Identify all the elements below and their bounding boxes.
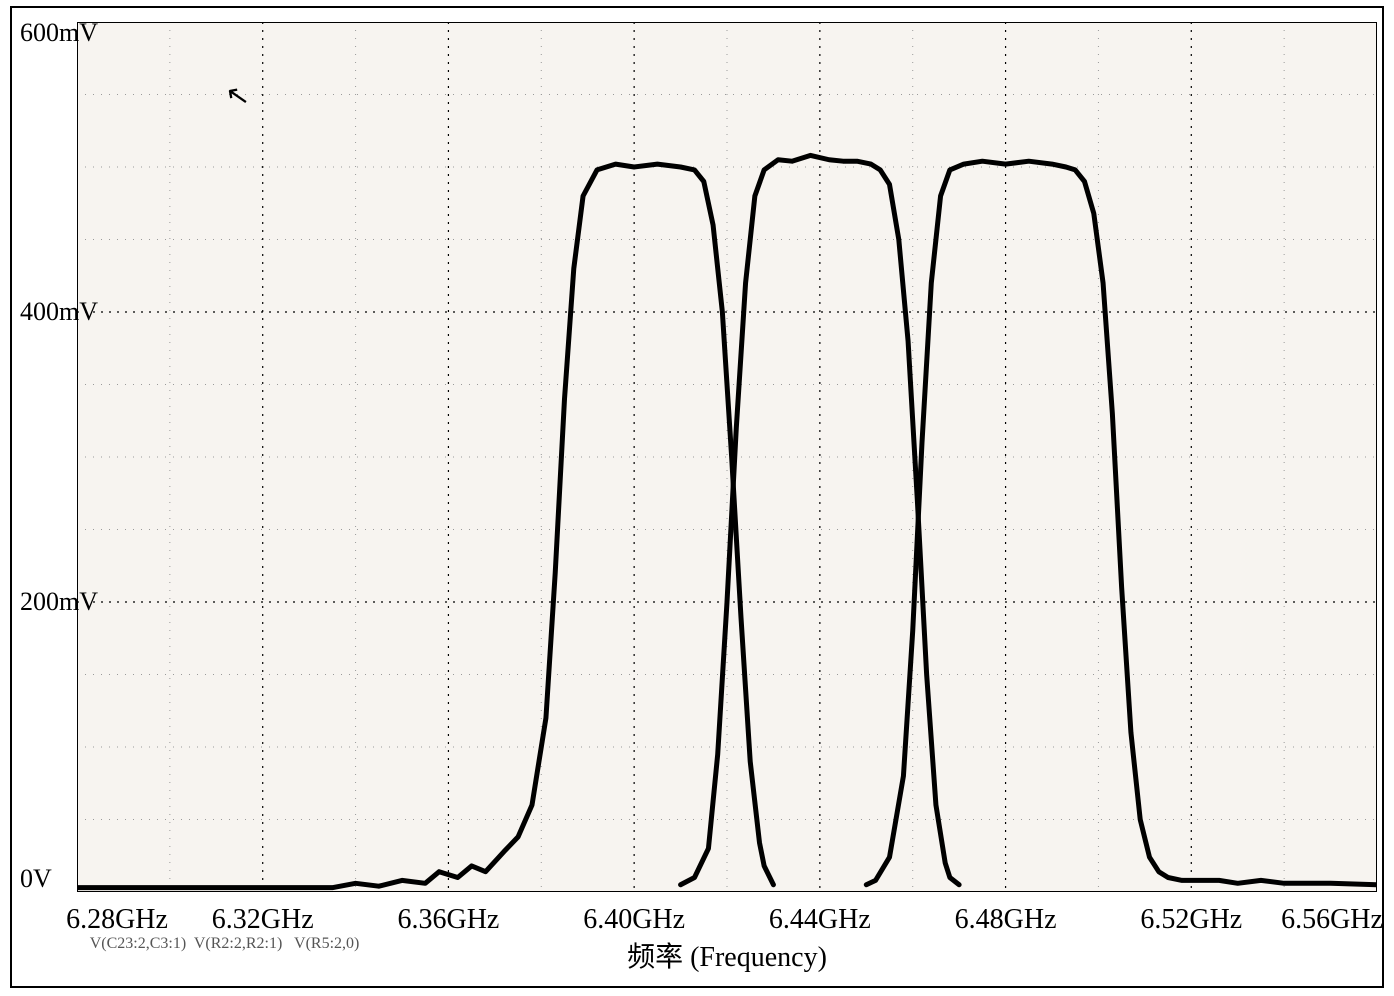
- y-tick-label: 0V: [20, 866, 52, 892]
- chart-frame: 0V 200mV 400mV 600mV 6.28GHz 6.32GHz 6.36GHz 6…: [10, 6, 1384, 988]
- x-tick-label: 6.32GHz: [212, 906, 314, 934]
- x-tick-label: 6.48GHz: [955, 906, 1057, 934]
- x-tick-label: 6.28GHz: [66, 906, 168, 934]
- cursor-icon: ↖: [223, 81, 251, 113]
- x-tick-label: 6.56GHz: [1281, 906, 1383, 934]
- x-tick-label: 6.44GHz: [769, 906, 871, 934]
- plot-area: [77, 22, 1377, 892]
- y-tick-label: 600mV: [20, 20, 98, 46]
- x-tick-label: 6.52GHz: [1140, 906, 1242, 934]
- x-axis-label: 频率 (Frequency): [627, 944, 827, 972]
- x-tick-label: 6.36GHz: [397, 906, 499, 934]
- plot-svg: [77, 22, 1377, 892]
- y-tick-label: 400mV: [20, 299, 98, 325]
- trace-annotation: V(C23:2,C3:1) V(R2:2,R2:1) V(R5:2,0): [82, 936, 359, 952]
- x-tick-label: 6.40GHz: [583, 906, 685, 934]
- y-tick-label: 200mV: [20, 589, 98, 615]
